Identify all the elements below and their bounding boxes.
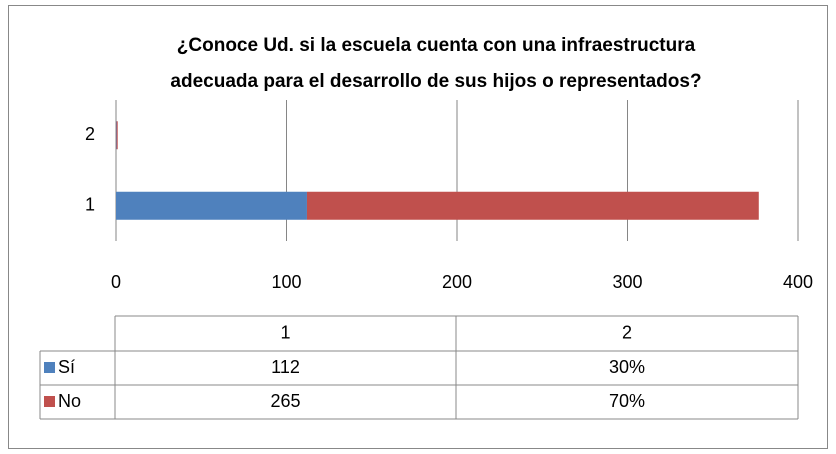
bar [116, 121, 117, 150]
y-tick-label: 2 [85, 124, 95, 144]
bar [306, 191, 759, 220]
table-cell: 30% [609, 357, 645, 377]
table-header: 1 [280, 322, 290, 342]
table-header: 2 [622, 322, 632, 342]
x-tick-label: 100 [271, 272, 301, 292]
x-tick-label: 200 [442, 272, 472, 292]
legend-label: Sí [58, 357, 75, 377]
bar [116, 191, 307, 220]
table-cell: 265 [270, 391, 300, 411]
legend-key [44, 396, 55, 407]
table-cell: 112 [271, 357, 300, 377]
legend-label: No [58, 391, 81, 411]
x-tick-label: 400 [783, 272, 813, 292]
chart-border [8, 5, 828, 449]
x-tick-label: 300 [612, 272, 642, 292]
x-tick-label: 0 [111, 272, 121, 292]
chart-title: ¿Conoce Ud. si la escuela cuenta con una… [170, 35, 701, 92]
y-tick-label: 1 [85, 195, 95, 215]
bar [116, 121, 118, 150]
legend-key [44, 362, 55, 373]
table-cell: 70% [609, 391, 645, 411]
